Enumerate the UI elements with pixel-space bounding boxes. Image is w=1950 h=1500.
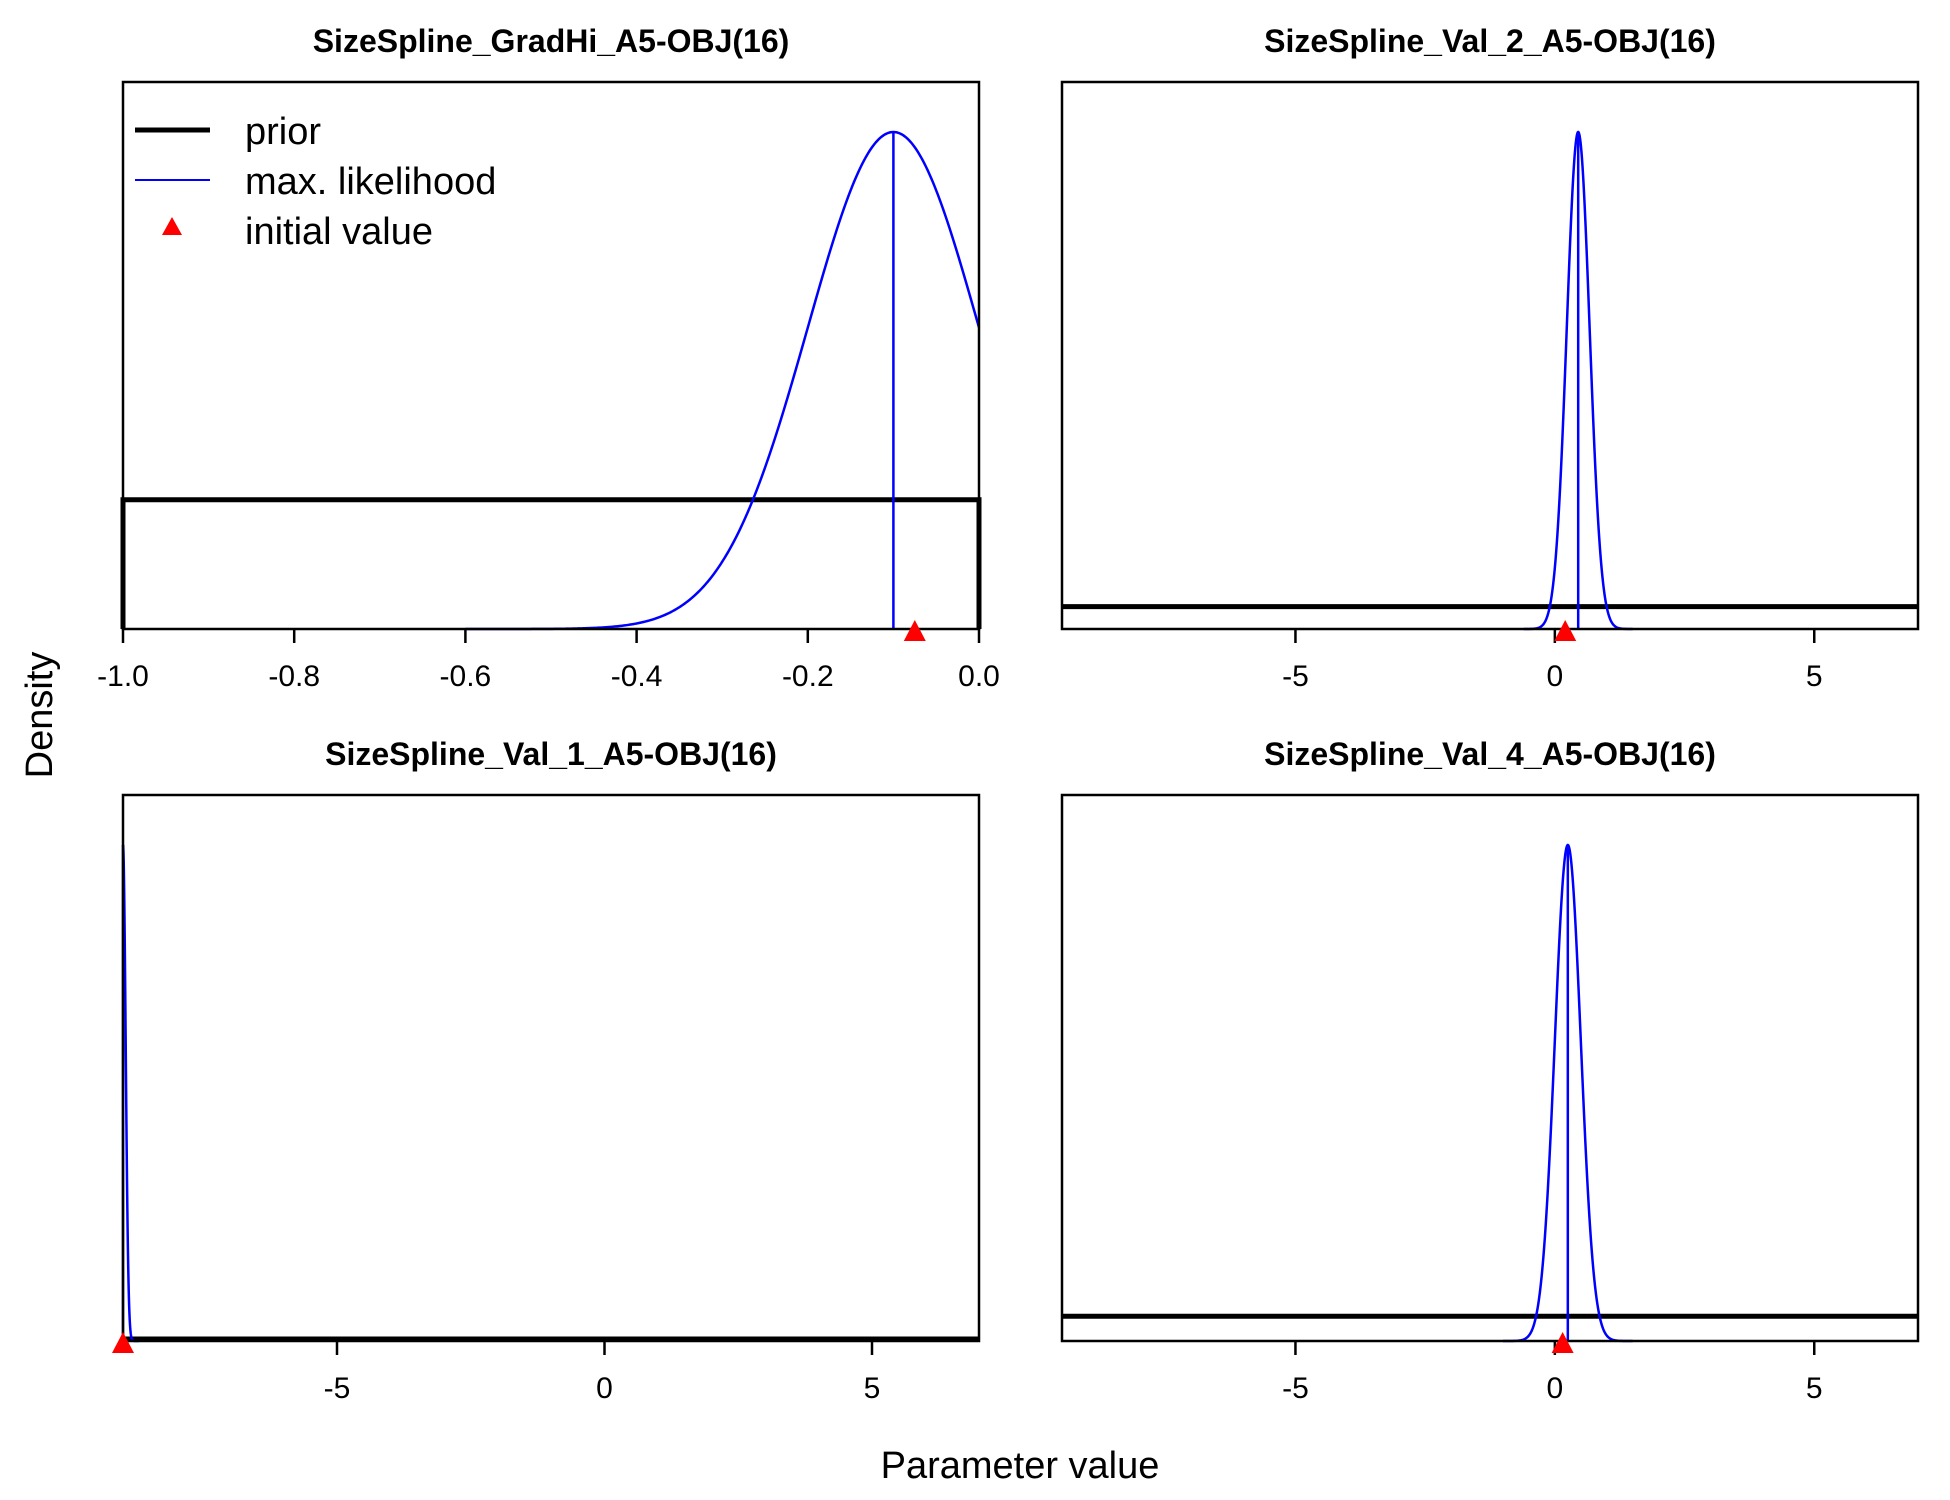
plot-frame xyxy=(121,793,981,1343)
plot-frame xyxy=(1060,80,1920,631)
x-tick-label: -0.2 xyxy=(782,660,834,693)
panel-title: SizeSpline_Val_1_A5-OBJ(16) xyxy=(325,736,777,772)
plot-frame xyxy=(1060,793,1920,1343)
x-tick-label: -0.4 xyxy=(611,660,663,693)
x-tick-label: 0 xyxy=(596,1372,613,1405)
x-tick-label: 0.0 xyxy=(958,660,1000,693)
prior-line xyxy=(120,497,982,629)
x-axis-label: Parameter value xyxy=(881,1445,1160,1487)
panel-val-2: SizeSpline_Val_2_A5-OBJ(16) -5 0 5 xyxy=(1060,23,1920,693)
x-tick-label: -0.6 xyxy=(440,660,492,693)
panel-title: SizeSpline_Val_2_A5-OBJ(16) xyxy=(1264,23,1716,59)
legend: prior max. likelihood initial value xyxy=(135,111,496,253)
mle-curve xyxy=(465,130,981,631)
x-tick-label: 0 xyxy=(1547,660,1564,693)
x-tick-label: 0 xyxy=(1547,1372,1564,1405)
initial-value-marker xyxy=(1551,1332,1574,1353)
panel-title: SizeSpline_GradHi_A5-OBJ(16) xyxy=(313,23,790,59)
x-tick-label: -5 xyxy=(1282,1372,1309,1405)
initial-value-marker xyxy=(112,1332,134,1353)
panel-val-4: SizeSpline_Val_4_A5-OBJ(16) -5 0 5 xyxy=(1060,736,1920,1405)
x-tick-label: 5 xyxy=(864,1372,881,1405)
x-tick-label: -0.8 xyxy=(268,660,320,693)
x-tick-label: 5 xyxy=(1806,1372,1823,1405)
x-tick-label: -1.0 xyxy=(97,660,149,693)
panel-gradhi: SizeSpline_GradHi_A5-OBJ(16) -1.0 -0.8 -0.6… xyxy=(97,23,1000,693)
legend-initial-label: initial value xyxy=(245,211,433,253)
mle-curve xyxy=(121,844,140,1343)
y-axis-label: Density xyxy=(19,652,61,779)
panel-val-1: SizeSpline_Val_1_A5-OBJ(16) -5 0 5 xyxy=(112,736,981,1405)
x-tick-label: -5 xyxy=(1282,660,1309,693)
legend-mle-label: max. likelihood xyxy=(245,161,496,203)
panel-title: SizeSpline_Val_4_A5-OBJ(16) xyxy=(1264,736,1716,772)
plot-frame xyxy=(121,80,981,631)
legend-initial-swatch xyxy=(162,217,182,235)
initial-value-marker xyxy=(1554,620,1577,641)
x-tick-label: -5 xyxy=(324,1372,351,1405)
legend-prior-label: prior xyxy=(245,111,321,153)
initial-value-marker xyxy=(903,620,926,641)
x-tick-label: 5 xyxy=(1806,660,1823,693)
